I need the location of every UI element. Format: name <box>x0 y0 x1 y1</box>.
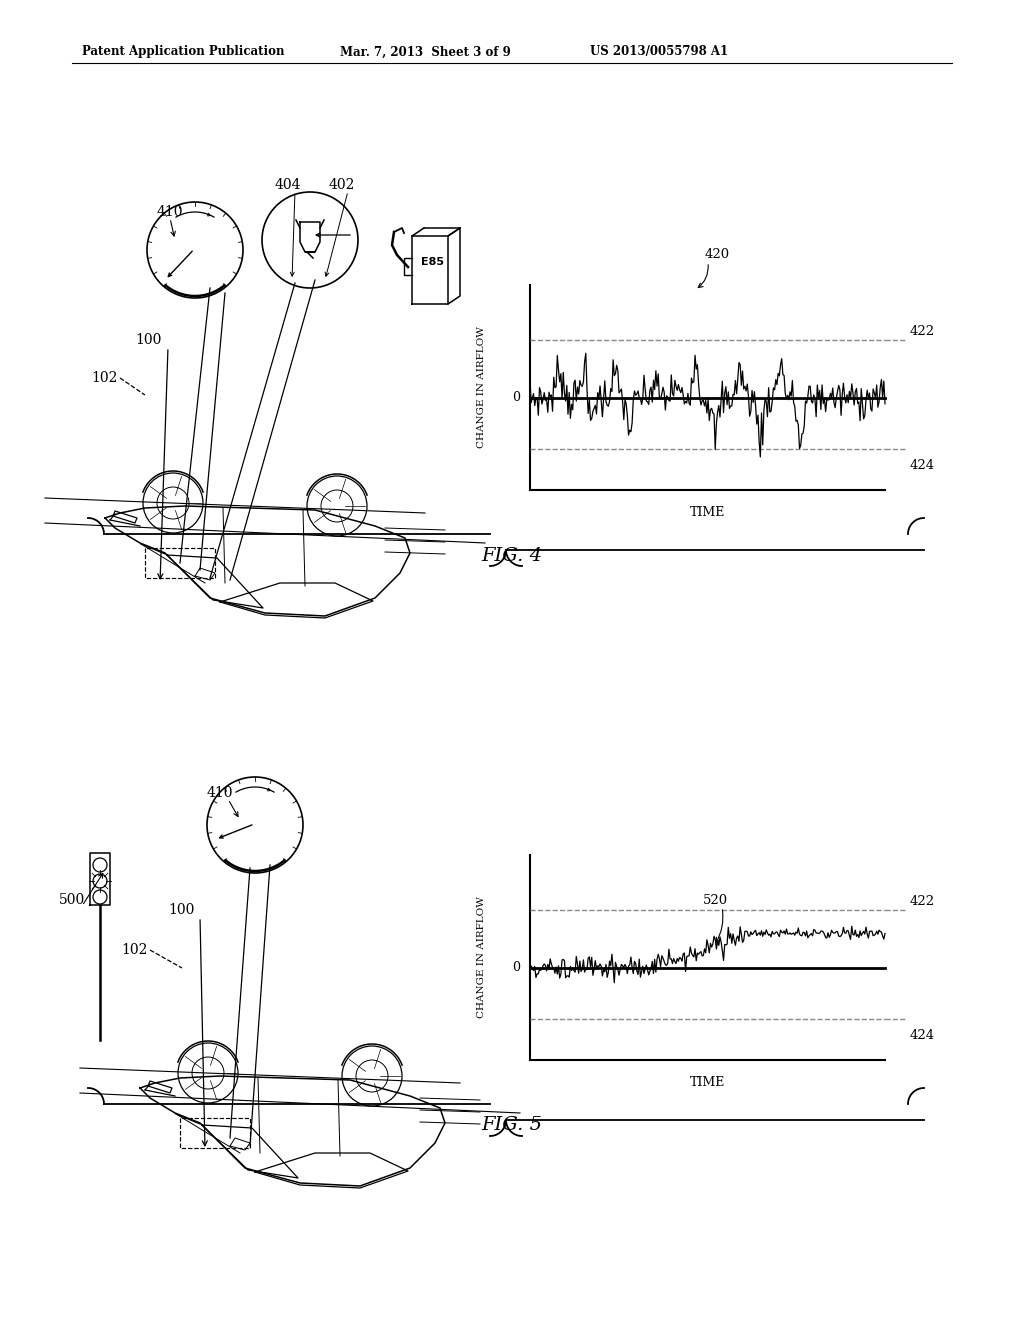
Text: 100: 100 <box>135 333 162 347</box>
Text: 0: 0 <box>512 961 520 974</box>
Text: Patent Application Publication: Patent Application Publication <box>82 45 285 58</box>
Text: 422: 422 <box>910 325 935 338</box>
Text: Mar. 7, 2013  Sheet 3 of 9: Mar. 7, 2013 Sheet 3 of 9 <box>340 45 511 58</box>
Text: CHANGE IN AIRFLOW: CHANGE IN AIRFLOW <box>477 326 486 449</box>
Text: 102: 102 <box>122 942 148 957</box>
Text: TIME: TIME <box>690 1076 725 1089</box>
Text: 424: 424 <box>910 1030 935 1041</box>
Text: 404: 404 <box>274 178 301 191</box>
Text: FIG. 4: FIG. 4 <box>481 546 543 565</box>
Text: 102: 102 <box>91 371 118 385</box>
Text: 520: 520 <box>702 894 728 907</box>
Text: 402: 402 <box>329 178 355 191</box>
Text: CHANGE IN AIRFLOW: CHANGE IN AIRFLOW <box>477 896 486 1019</box>
Text: 0: 0 <box>512 391 520 404</box>
Text: US 2013/0055798 A1: US 2013/0055798 A1 <box>590 45 728 58</box>
Text: FIG. 5: FIG. 5 <box>481 1115 543 1134</box>
Text: 500: 500 <box>58 894 85 907</box>
Text: 420: 420 <box>705 248 730 261</box>
Text: 422: 422 <box>910 895 935 908</box>
Text: TIME: TIME <box>690 506 725 519</box>
Text: 410: 410 <box>207 785 233 800</box>
Text: 410: 410 <box>157 205 183 219</box>
Text: 424: 424 <box>910 459 935 473</box>
Text: 100: 100 <box>169 903 195 917</box>
Text: E85: E85 <box>421 257 443 267</box>
